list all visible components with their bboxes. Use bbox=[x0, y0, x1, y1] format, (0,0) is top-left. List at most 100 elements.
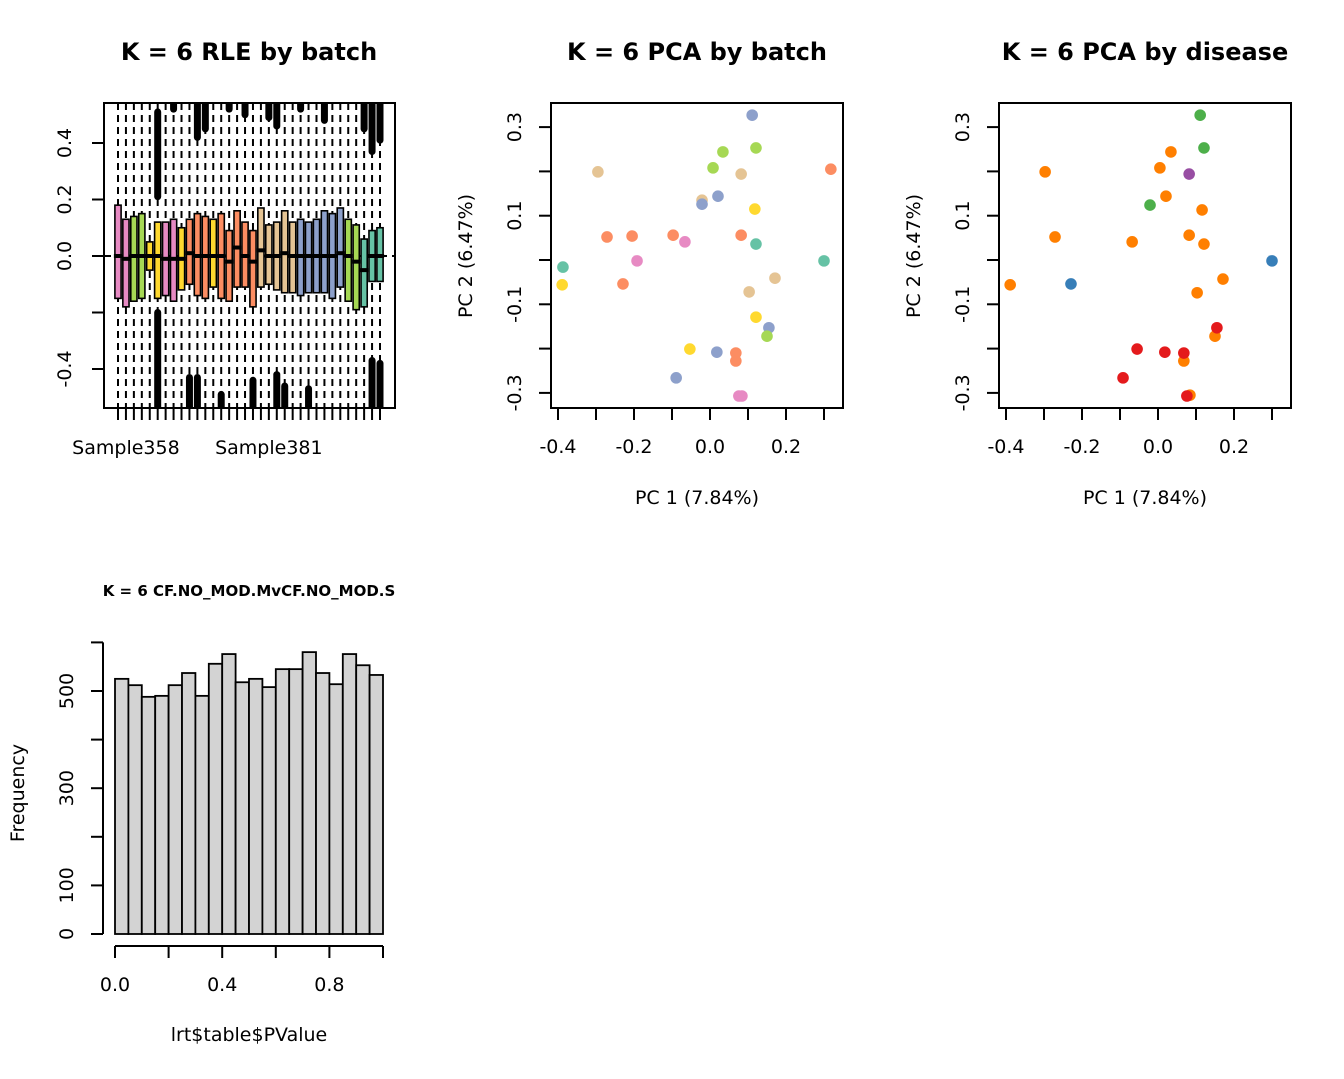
histogram-bar bbox=[341, 653, 358, 935]
histogram-y-tick-label: 0 bbox=[56, 928, 78, 940]
pca-disease-point bbox=[1154, 162, 1166, 174]
pca-disease-point bbox=[1159, 346, 1171, 358]
pca-batch-point bbox=[746, 109, 758, 121]
pca-batch-point bbox=[730, 355, 742, 367]
pca-disease-point bbox=[1198, 238, 1210, 250]
pca-disease-point bbox=[1131, 343, 1143, 355]
pca-batch-point bbox=[743, 286, 755, 298]
pca-disease-point bbox=[1178, 355, 1190, 367]
pca-disease-point bbox=[1183, 168, 1195, 180]
pca-batch-point bbox=[631, 255, 643, 267]
histogram-bar bbox=[194, 694, 210, 935]
histogram-bar bbox=[181, 672, 197, 935]
pca-batch-y-tick-label: 0.1 bbox=[504, 201, 526, 231]
pca-disease-point bbox=[1266, 255, 1278, 267]
pca-disease-point bbox=[1126, 236, 1138, 248]
pca-batch-x-tick-label: 0.2 bbox=[771, 436, 801, 458]
histogram-bar bbox=[274, 668, 291, 935]
rle-panel: K = 6 RLE by batch -0.4 0.0 0.2 0.4 Sample35… bbox=[54, 38, 396, 459]
rle-box bbox=[336, 207, 345, 288]
histogram-x-tick-label: 0.4 bbox=[207, 974, 237, 996]
pca-disease-y-tick-label: -0.3 bbox=[952, 374, 974, 411]
pca-disease-point bbox=[1039, 166, 1051, 178]
pca-batch-point bbox=[750, 238, 762, 250]
rle-box bbox=[225, 229, 234, 302]
pca-batch-point bbox=[761, 330, 773, 342]
pca-batch-point bbox=[733, 390, 745, 402]
histogram-bar bbox=[261, 686, 277, 935]
pca-batch-point bbox=[750, 142, 762, 154]
pca-batch-panel: K = 6 PCA by batch PC 1 (7.84%) PC 2 (6.… bbox=[455, 38, 844, 509]
pca-batch-frame bbox=[550, 102, 844, 409]
pca-batch-point bbox=[825, 163, 837, 175]
histogram-bar bbox=[234, 681, 250, 935]
pca-disease-point bbox=[1211, 321, 1223, 334]
pca-disease-y-tick-label: 0.1 bbox=[952, 201, 974, 231]
histogram-bar bbox=[328, 683, 344, 935]
pca-disease-point bbox=[1065, 278, 1077, 290]
pca-batch-point bbox=[667, 229, 679, 241]
pca-batch-point bbox=[670, 372, 682, 384]
histogram-bar bbox=[140, 695, 157, 935]
pca-disease-point bbox=[1198, 142, 1210, 154]
histogram-bar bbox=[127, 684, 143, 935]
histogram-bar bbox=[355, 664, 371, 935]
pca-batch-point bbox=[556, 279, 568, 291]
rle-box bbox=[320, 210, 329, 294]
pca-disease-y-tick-label: 0.3 bbox=[952, 112, 974, 142]
histogram-bar bbox=[315, 672, 331, 935]
rle-x-tick-label: Sample358 bbox=[72, 437, 180, 459]
pca-disease-point bbox=[1183, 229, 1195, 241]
pca-disease-point bbox=[1181, 390, 1193, 402]
rle-box bbox=[249, 229, 257, 308]
pca-batch-y-tick-label: 0.3 bbox=[504, 112, 526, 142]
pca-disease-point bbox=[1217, 273, 1229, 285]
histogram-bar bbox=[221, 653, 237, 935]
pca-disease-x-tick-label: -0.4 bbox=[987, 436, 1024, 458]
pca-disease-panel: K = 6 PCA by disease PC 1 (7.84%) PC 2 (… bbox=[903, 38, 1292, 509]
pca-batch-point bbox=[769, 272, 781, 284]
pca-batch-x-tick-label: 0.0 bbox=[695, 436, 725, 458]
pca-batch-point bbox=[684, 343, 696, 355]
pca-batch-point bbox=[749, 203, 761, 215]
pca-disease-point bbox=[1191, 286, 1203, 299]
pca-batch-x-tick-label: -0.4 bbox=[539, 436, 576, 458]
histogram-y-tick-label: 300 bbox=[56, 770, 78, 806]
pca-disease-frame bbox=[998, 102, 1292, 409]
pca-batch-point bbox=[679, 236, 691, 248]
pca-batch-point bbox=[601, 231, 613, 243]
pca-disease-point bbox=[1194, 109, 1206, 121]
pca-disease-y-tick-label: -0.1 bbox=[952, 286, 974, 323]
pca-batch-x-tick-label: -0.2 bbox=[615, 436, 652, 458]
pca-disease-x-tick-label: -0.2 bbox=[1063, 436, 1100, 458]
rle-y-tick-label: -0.4 bbox=[54, 350, 76, 387]
pca-batch-point bbox=[696, 198, 708, 210]
pca-disease-title: K = 6 PCA by disease bbox=[1002, 38, 1289, 66]
pca-batch-point bbox=[750, 311, 762, 323]
pca-batch-ylabel: PC 2 (6.47%) bbox=[455, 194, 477, 318]
pca-disease-point bbox=[1178, 347, 1190, 359]
pca-disease-x-tick-label: 0.0 bbox=[1143, 436, 1173, 458]
rle-y-tick-label: 0.0 bbox=[54, 241, 76, 271]
rle-box bbox=[360, 238, 369, 308]
pca-disease-point bbox=[1196, 204, 1208, 216]
rle-y-tick-label: 0.2 bbox=[54, 184, 76, 214]
pca-batch-point bbox=[626, 230, 638, 242]
pca-batch-xlabel: PC 1 (7.84%) bbox=[635, 487, 759, 509]
pca-disease-x-tick-label: 0.2 bbox=[1219, 436, 1249, 458]
rle-box bbox=[209, 218, 218, 288]
histogram-ylabel: Frequency bbox=[7, 744, 29, 842]
rle-box bbox=[344, 218, 353, 302]
rle-box bbox=[257, 207, 265, 288]
rle-box bbox=[153, 221, 162, 300]
pca-disease-xlabel: PC 1 (7.84%) bbox=[1083, 487, 1207, 509]
pca-batch-title: K = 6 PCA by batch bbox=[567, 38, 827, 66]
pca-batch-point bbox=[735, 168, 747, 180]
histogram-bar bbox=[288, 668, 304, 935]
histogram-bar bbox=[368, 674, 384, 935]
pca-batch-y-tick-label: -0.3 bbox=[504, 374, 526, 411]
histogram-xlabel: lrt$table$PValue bbox=[171, 1024, 327, 1046]
pca-disease-point bbox=[1160, 190, 1172, 203]
histogram-x-tick-label: 0.8 bbox=[314, 974, 344, 996]
